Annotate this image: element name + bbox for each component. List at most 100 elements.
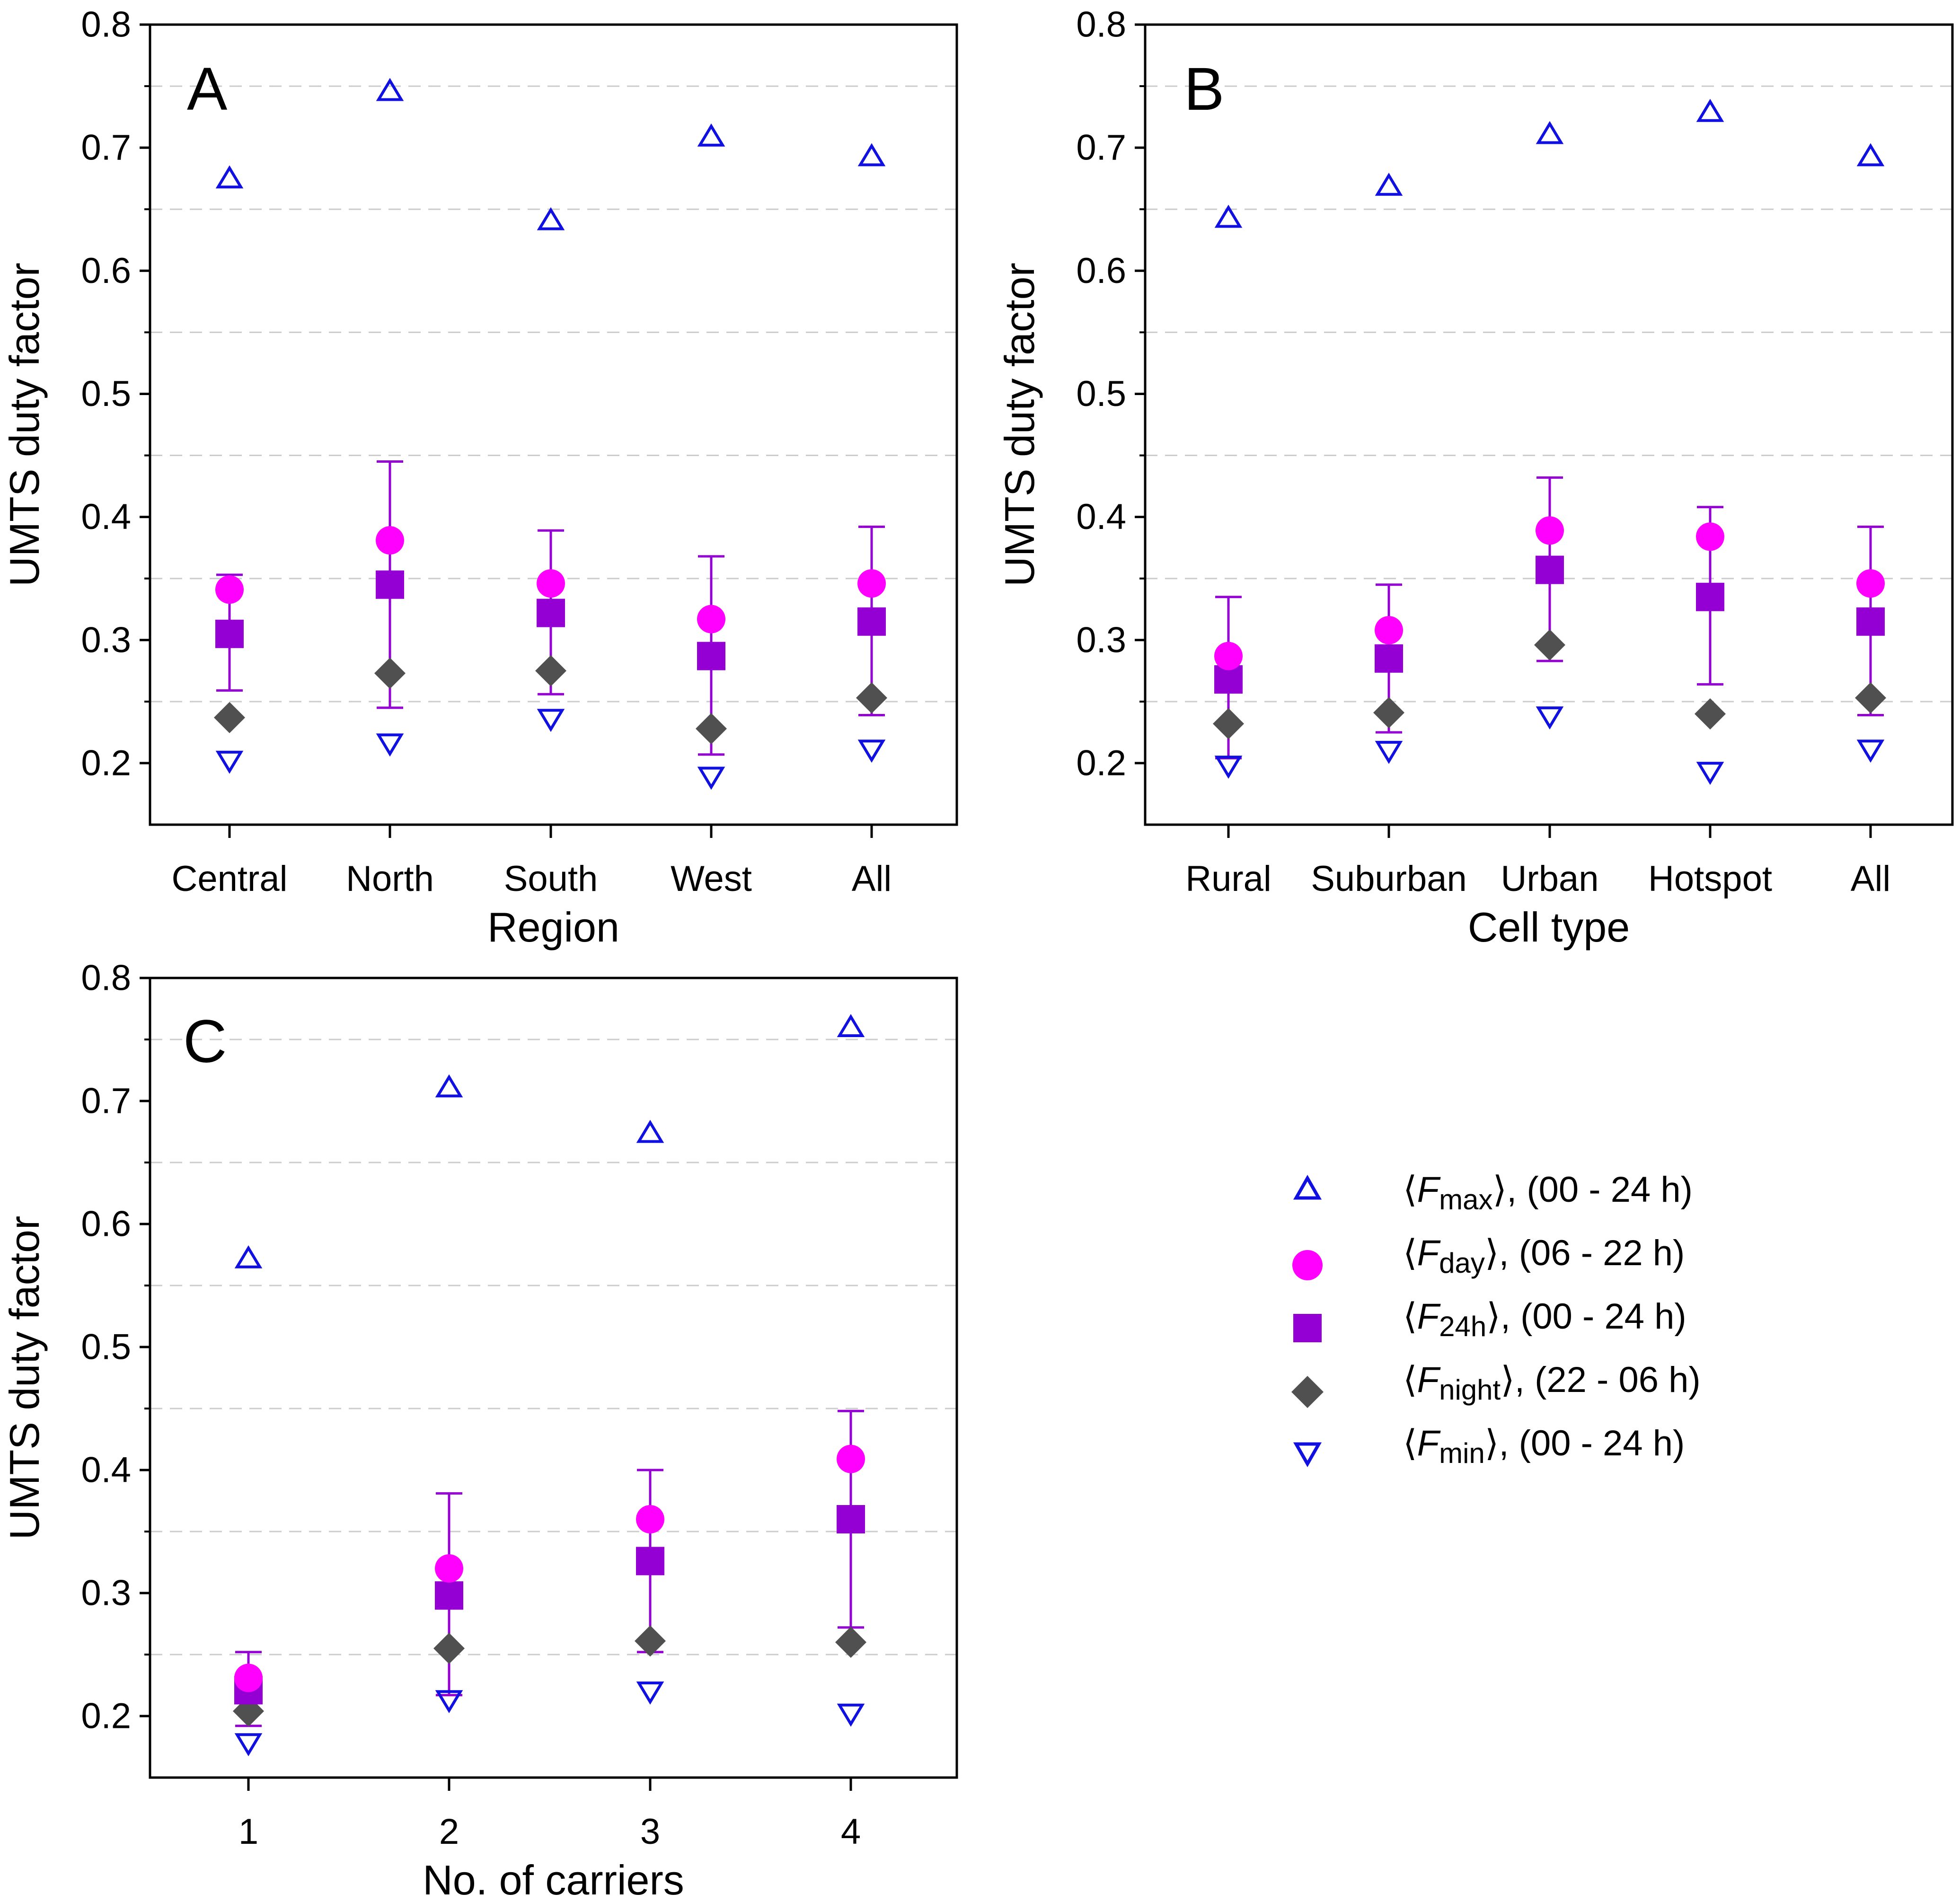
legend-close-min: ⟩: [1485, 1423, 1499, 1463]
point-fnight: [374, 658, 406, 689]
point-f24h: [435, 1581, 463, 1610]
point-fmin: [1696, 762, 1724, 785]
legend-close-night: ⟩: [1501, 1360, 1515, 1400]
point-fmin: [857, 740, 886, 763]
legend-f-min: F: [1417, 1423, 1441, 1463]
legend-sub-day: day: [1439, 1247, 1485, 1279]
point-fday: [1214, 642, 1243, 670]
point-f24h: [537, 599, 565, 627]
legend-period-day: , (06 - 22 h): [1499, 1233, 1685, 1273]
point-f24h: [837, 1505, 865, 1533]
legend-entry-min: ⟨Fmin⟩, (00 - 24 h): [1293, 1423, 1685, 1469]
legend-entry-night: ⟨Fnight⟩, (22 - 06 h): [1291, 1360, 1701, 1408]
x-tick-label: Urban: [1501, 859, 1599, 899]
y-tick-label: 0.6: [1076, 251, 1126, 291]
point-fmax: [537, 207, 565, 230]
x-tick-label: 1: [238, 1812, 258, 1852]
legend-f-max: F: [1417, 1170, 1441, 1210]
point-fmin: [537, 709, 565, 732]
legend-open-night: ⟨: [1403, 1360, 1417, 1400]
legend: ⟨Fmax⟩, (00 - 24 h) ⟨Fday⟩, (06 - 22 h) …: [1291, 1170, 1701, 1469]
legend-open-day: ⟨: [1403, 1233, 1417, 1273]
point-f24h: [697, 642, 725, 670]
point-fnight: [856, 682, 887, 714]
legend-marker-min: [1293, 1442, 1322, 1468]
point-fmin: [1856, 740, 1885, 763]
y-tick-label: 0.2: [1076, 743, 1126, 783]
point-f24h: [1375, 644, 1403, 673]
y-tick-label: 0.3: [81, 1573, 131, 1613]
legend-sub-24h: 24h: [1439, 1311, 1486, 1342]
legend-open-min: ⟨: [1403, 1423, 1417, 1463]
point-fmin: [1536, 706, 1564, 730]
legend-marker-day: [1292, 1250, 1323, 1280]
legend-sub-min: min: [1439, 1437, 1485, 1469]
point-fnight: [696, 713, 727, 745]
panel-letter: B: [1184, 55, 1224, 123]
legend-marker-night: [1291, 1376, 1324, 1408]
legend-f-24h: F: [1417, 1296, 1441, 1337]
y-tick-label: 0.6: [81, 1204, 131, 1244]
y-axis-title: UMTS duty factor: [1, 1216, 48, 1540]
plot-frame: [149, 23, 958, 826]
point-fday: [537, 569, 565, 598]
point-fnight: [635, 1625, 666, 1657]
point-fmax: [636, 1119, 664, 1143]
x-tick-label: Rural: [1185, 859, 1271, 899]
legend-close-24h: ⟩: [1486, 1296, 1501, 1337]
y-tick-label: 0.3: [81, 620, 131, 660]
legend-close-max: ⟩: [1492, 1170, 1507, 1210]
point-fmin: [215, 750, 244, 774]
plot-frame: [1144, 23, 1954, 826]
point-f24h: [1536, 555, 1564, 584]
y-tick-label: 0.8: [81, 5, 131, 45]
chart-panels: 0.2 0.3 0.4 0.5 0.6 0.7 0.8 Central North South We…: [1, 5, 1954, 1902]
y-tick-label: 0.5: [81, 1327, 131, 1367]
y-tick-label: 0.3: [1076, 620, 1126, 660]
svg-text:⟨F24h⟩, (00 - 24 h): ⟨F24h⟩, (00 - 24 h): [1403, 1296, 1686, 1342]
point-fmax: [697, 123, 725, 147]
point-fnight: [535, 655, 566, 687]
y-tick-label: 0.2: [81, 743, 131, 783]
point-fmin: [234, 1733, 263, 1757]
point-fday: [857, 569, 886, 598]
legend-f-day: F: [1417, 1233, 1441, 1273]
point-fday: [1536, 516, 1564, 545]
y-tick-label: 0.8: [1076, 5, 1126, 45]
point-fnight: [1695, 698, 1726, 730]
legend-open-24h: ⟨: [1403, 1296, 1417, 1337]
point-fnight: [1534, 629, 1565, 661]
legend-sub-max: max: [1439, 1184, 1492, 1215]
legend-marker-max: [1293, 1174, 1322, 1200]
point-f24h: [376, 570, 404, 599]
point-fday: [234, 1664, 263, 1692]
y-tick-label: 0.4: [81, 497, 131, 537]
point-fmin: [435, 1690, 463, 1714]
point-fnight: [1373, 697, 1404, 729]
point-fmin: [697, 766, 725, 790]
legend-period-24h: , (00 - 24 h): [1501, 1296, 1686, 1337]
point-fmin: [837, 1703, 865, 1727]
legend-sub-night: night: [1439, 1374, 1501, 1406]
point-fmin: [636, 1682, 664, 1705]
panel-letter: A: [187, 55, 228, 123]
point-fmax: [1375, 172, 1403, 196]
legend-marker-24h: [1293, 1314, 1322, 1342]
point-fmax: [376, 78, 404, 101]
legend-open-max: ⟨: [1403, 1170, 1417, 1210]
point-f24h: [215, 619, 244, 648]
chart-panel-b: 0.2 0.3 0.4 0.5 0.6 0.7 0.8 Rural Suburban Urban H…: [996, 5, 1954, 951]
y-tick-label: 0.4: [81, 1450, 131, 1490]
point-fmax: [435, 1074, 463, 1098]
chart-panel-a: 0.2 0.3 0.4 0.5 0.6 0.7 0.8 Central North South We…: [1, 5, 958, 951]
x-tick-label: All: [852, 859, 892, 899]
x-axis-title: Region: [487, 904, 619, 951]
x-tick-label: North: [346, 859, 434, 899]
point-fday: [1696, 522, 1724, 551]
svg-text:⟨Fmax⟩, (00 - 24 h): ⟨Fmax⟩, (00 - 24 h): [1403, 1170, 1693, 1215]
x-tick-label: All: [1851, 859, 1890, 899]
point-fnight: [835, 1627, 866, 1658]
x-tick-label: 3: [640, 1812, 660, 1852]
legend-f-night: F: [1417, 1360, 1441, 1400]
y-tick-label: 0.7: [81, 1081, 131, 1121]
